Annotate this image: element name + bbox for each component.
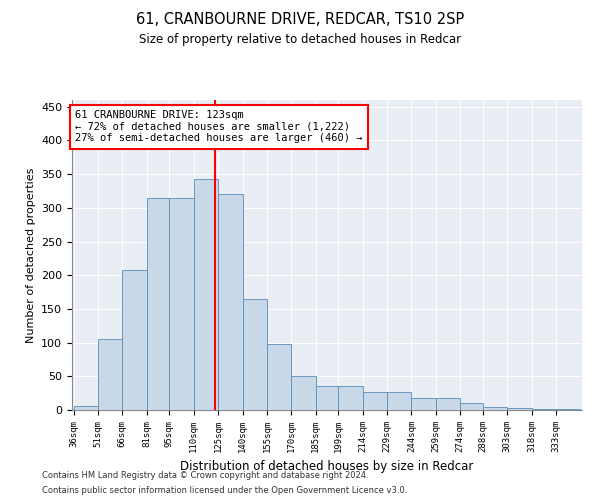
Bar (316, 386, 338, 410)
Bar (483, 406, 507, 410)
Bar (412, 398, 436, 410)
Text: 61, CRANBOURNE DRIVE, REDCAR, TS10 2SP: 61, CRANBOURNE DRIVE, REDCAR, TS10 2SP (136, 12, 464, 28)
Bar (74, 406, 98, 410)
Bar (460, 404, 483, 410)
Bar (147, 198, 169, 410)
Bar (122, 270, 147, 410)
Bar (363, 392, 387, 410)
Text: Contains public sector information licensed under the Open Government Licence v3: Contains public sector information licen… (42, 486, 407, 495)
Bar (291, 376, 316, 410)
X-axis label: Distribution of detached houses by size in Redcar: Distribution of detached houses by size … (181, 460, 473, 473)
Bar (338, 386, 363, 410)
Y-axis label: Number of detached properties: Number of detached properties (26, 168, 35, 342)
Bar (507, 408, 532, 410)
Text: Size of property relative to detached houses in Redcar: Size of property relative to detached ho… (139, 32, 461, 46)
Text: 61 CRANBOURNE DRIVE: 123sqm
← 72% of detached houses are smaller (1,222)
27% of : 61 CRANBOURNE DRIVE: 123sqm ← 72% of det… (75, 110, 363, 144)
Bar (169, 198, 194, 410)
Bar (218, 194, 242, 410)
Bar (98, 339, 122, 410)
Bar (194, 179, 218, 410)
Text: Contains HM Land Registry data © Crown copyright and database right 2024.: Contains HM Land Registry data © Crown c… (42, 471, 368, 480)
Bar (387, 392, 412, 410)
Bar (267, 344, 291, 410)
Bar (242, 299, 267, 410)
Bar (436, 398, 460, 410)
